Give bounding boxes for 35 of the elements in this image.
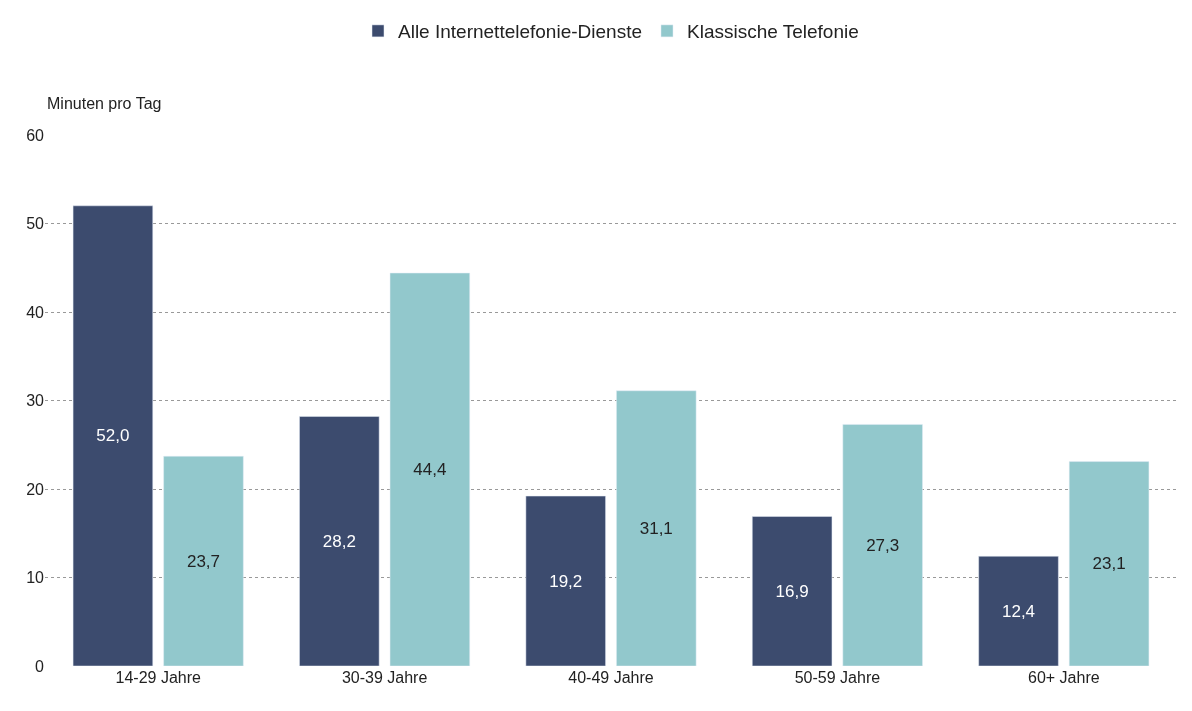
data-label: 19,2 xyxy=(549,571,583,591)
x-tick-label: 40-49 Jahre xyxy=(568,669,654,686)
y-tick-label: 50 xyxy=(26,215,45,233)
data-label: 52,0 xyxy=(96,426,130,446)
data-label: 16,9 xyxy=(775,581,809,601)
y-tick-label: 0 xyxy=(35,657,45,675)
bar xyxy=(978,556,1059,666)
bar xyxy=(752,516,833,666)
y-axis-title: Minuten pro Tag xyxy=(47,95,162,112)
y-tick-label: 30 xyxy=(26,392,45,410)
data-label: 27,3 xyxy=(866,535,900,555)
bar xyxy=(616,390,697,666)
x-tick-label: 14-29 Jahre xyxy=(115,669,201,686)
data-label: 44,4 xyxy=(413,460,447,480)
x-tick-label: 60+ Jahre xyxy=(1028,669,1100,686)
x-tick-label: 30-39 Jahre xyxy=(341,669,428,686)
bar xyxy=(842,424,923,666)
data-label: 28,2 xyxy=(322,531,356,551)
legend-label: Klassische Telefonie xyxy=(686,21,859,43)
x-tick-label: 50-59 Jahre xyxy=(794,669,881,686)
bar xyxy=(1068,461,1150,666)
legend-label: Alle Internettelefonie-Dienste xyxy=(398,21,642,43)
y-tick-label: 10 xyxy=(26,569,45,587)
data-label: 31,1 xyxy=(639,518,673,538)
data-label: 12,4 xyxy=(1001,601,1036,621)
y-tick-label: 40 xyxy=(26,303,45,321)
bar xyxy=(72,205,154,666)
y-tick-label: 20 xyxy=(26,480,45,498)
data-label: 23,1 xyxy=(1092,554,1126,574)
bar xyxy=(163,456,244,666)
y-tick-label: 60 xyxy=(26,126,45,144)
bar xyxy=(525,495,606,666)
bar xyxy=(299,416,380,666)
bar xyxy=(389,272,470,666)
data-label: 23,7 xyxy=(186,551,221,571)
